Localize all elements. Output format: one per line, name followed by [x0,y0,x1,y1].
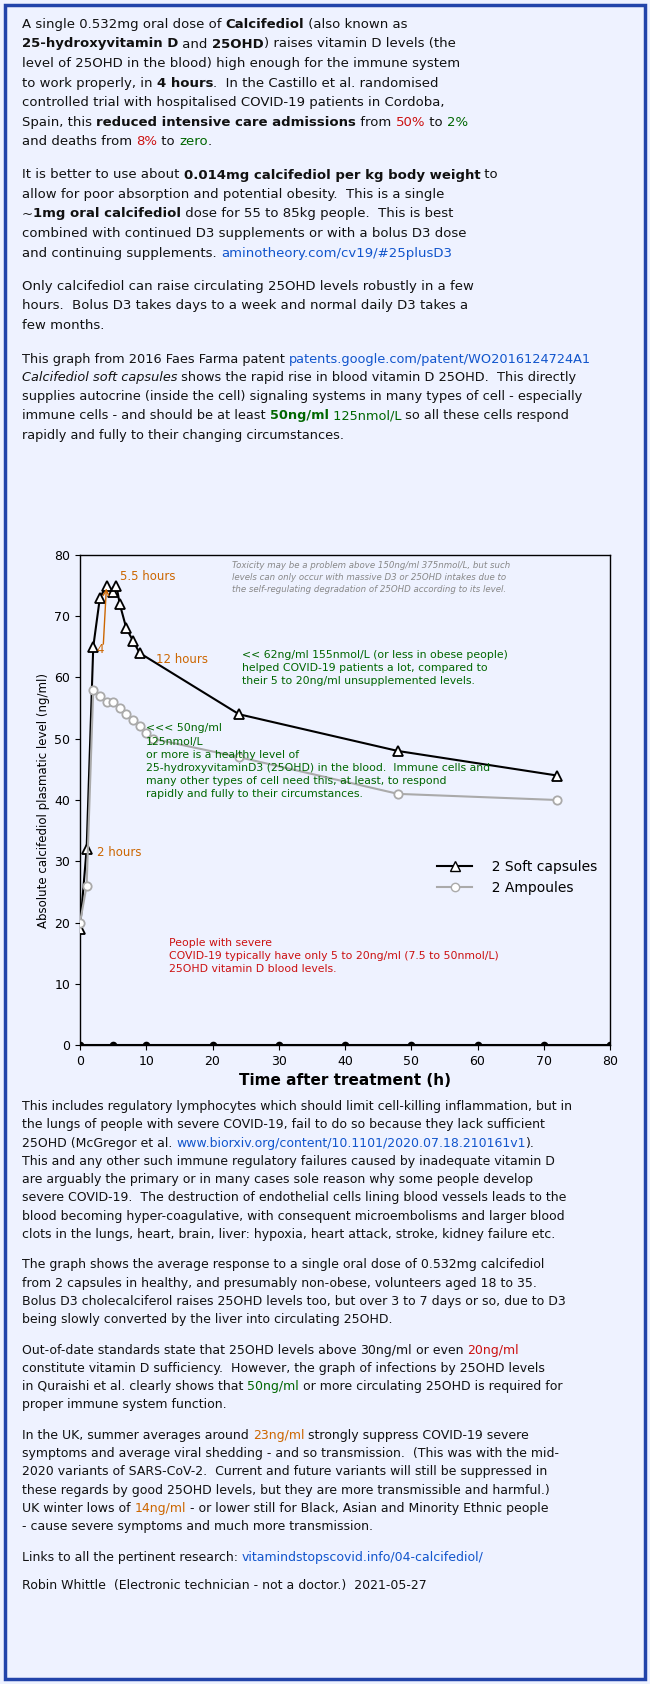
Text: patents.google.com/patent/WO2016124724A1: patents.google.com/patent/WO2016124724A1 [289,352,591,365]
Legend:   2 Soft capsules,   2 Ampoules: 2 Soft capsules, 2 Ampoules [432,855,603,901]
Text: UK winter lows of: UK winter lows of [22,1502,135,1516]
Text: 8%: 8% [136,135,157,148]
Text: reduced intensive care admissions: reduced intensive care admissions [96,116,356,128]
Text: 25-hydroxyvitamin D: 25-hydroxyvitamin D [22,37,178,51]
Text: to: to [157,135,179,148]
Text: Bolus D3 cholecalciferol raises 25OHD levels too, but over 3 to 7 days or so, du: Bolus D3 cholecalciferol raises 25OHD le… [22,1295,566,1308]
Text: It is better to use about: It is better to use about [22,168,183,182]
Text: controlled trial with hospitalised COVID-19 patients in Cordoba,: controlled trial with hospitalised COVID… [22,96,445,109]
Text: to: to [480,168,498,182]
Text: level of 25OHD in the blood) high enough for the immune system: level of 25OHD in the blood) high enough… [22,57,460,71]
Text: 0.014mg calcifediol per kg body weight: 0.014mg calcifediol per kg body weight [183,168,480,182]
Text: few months.: few months. [22,318,105,332]
Text: 50ng/ml: 50ng/ml [270,409,329,423]
Text: 50ng/ml: 50ng/ml [248,1381,299,1393]
Text: 14ng/ml: 14ng/ml [135,1502,186,1516]
Text: symptoms and average viral shedding - and so transmission.  (This was with the m: symptoms and average viral shedding - an… [22,1447,559,1460]
Text: strongly suppress COVID-19 severe: strongly suppress COVID-19 severe [304,1428,529,1442]
Text: 30ng/ml: 30ng/ml [361,1344,412,1357]
Text: in Quraishi et al. clearly shows that: in Quraishi et al. clearly shows that [22,1381,248,1393]
Text: 2%: 2% [447,116,468,128]
Text: and deaths from: and deaths from [22,135,136,148]
Text: and: and [178,37,212,51]
Text: Spain, this: Spain, this [22,116,96,128]
Text: A single 0.532mg oral dose of: A single 0.532mg oral dose of [22,19,226,30]
Text: Calcifediol: Calcifediol [226,19,304,30]
Text: rapidly and fully to their changing circumstances.: rapidly and fully to their changing circ… [22,428,344,441]
Text: In the UK, summer averages around: In the UK, summer averages around [22,1428,253,1442]
Text: 2 hours: 2 hours [97,845,141,859]
Text: Robin Whittle  (Electronic technician - not a doctor.)  2021-05-27: Robin Whittle (Electronic technician - n… [22,1580,427,1591]
Text: 23ng/ml: 23ng/ml [253,1428,304,1442]
Text: 2020 variants of SARS-CoV-2.  Current and future variants will still be suppress: 2020 variants of SARS-CoV-2. Current and… [22,1465,547,1479]
Text: The graph shows the average response to a single oral dose of 0.532mg calcifedio: The graph shows the average response to … [22,1258,545,1271]
Text: aminotheory.com/cv19/#25plusD3: aminotheory.com/cv19/#25plusD3 [221,246,452,259]
Text: This includes regulatory lymphocytes which should limit cell-killing inflammatio: This includes regulatory lymphocytes whi… [22,1100,572,1113]
Text: 25OHD (McGregor et al.: 25OHD (McGregor et al. [22,1137,176,1150]
Text: 4 hours: 4 hours [157,76,213,89]
Text: supplies autocrine (inside the cell) signaling systems in many types of cell - e: supplies autocrine (inside the cell) sig… [22,391,582,404]
Text: 125nmol/L: 125nmol/L [329,409,401,423]
Text: clots in the lungs, heart, brain, liver: hypoxia, heart attack, stroke, kidney f: clots in the lungs, heart, brain, liver:… [22,1228,555,1241]
Text: 4: 4 [97,643,104,657]
Text: dose for 55 to 85kg people.  This is best: dose for 55 to 85kg people. This is best [181,207,454,221]
Text: .: . [208,135,212,148]
Text: constitute vitamin D sufficiency.  However, the graph of infections by 25OHD lev: constitute vitamin D sufficiency. Howeve… [22,1362,545,1374]
Text: << 62ng/ml 155nmol/L (or less in obese people)
helped COVID-19 patients a lot, c: << 62ng/ml 155nmol/L (or less in obese p… [242,650,508,687]
Text: - or lower still for Black, Asian and Minority Ethnic people: - or lower still for Black, Asian and Mi… [186,1502,549,1516]
Text: Links to all the pertinent research:: Links to all the pertinent research: [22,1551,242,1564]
Text: combined with continued D3 supplements or with a bolus D3 dose: combined with continued D3 supplements o… [22,227,467,241]
Text: Calcifediol soft capsules: Calcifediol soft capsules [22,372,177,384]
Text: ).: ). [526,1137,535,1150]
Text: zero: zero [179,135,208,148]
Text: severe COVID-19.  The destruction of endothelial cells lining blood vessels lead: severe COVID-19. The destruction of endo… [22,1192,566,1204]
Text: from: from [356,116,396,128]
Text: so all these cells respond: so all these cells respond [401,409,569,423]
Text: or even: or even [412,1344,467,1357]
Text: shows the rapid rise in blood vitamin D 25OHD.  This directly: shows the rapid rise in blood vitamin D … [177,372,577,384]
Text: are arguably the primary or in many cases sole reason why some people develop: are arguably the primary or in many case… [22,1174,533,1186]
Text: This graph from 2016 Faes Farma patent: This graph from 2016 Faes Farma patent [22,352,289,365]
Text: proper immune system function.: proper immune system function. [22,1398,227,1411]
Text: Out-of-date standards state that 25OHD levels above: Out-of-date standards state that 25OHD l… [22,1344,361,1357]
Text: to work properly, in: to work properly, in [22,76,157,89]
Text: This and any other such immune regulatory failures caused by inadequate vitamin : This and any other such immune regulator… [22,1155,555,1169]
Text: vitamindstopscovid.info/04-calcifediol/: vitamindstopscovid.info/04-calcifediol/ [242,1551,484,1564]
Text: 25OHD: 25OHD [212,37,264,51]
Text: allow for poor absorption and potential obesity.  This is a single: allow for poor absorption and potential … [22,189,445,200]
Text: these regards by good 25OHD levels, but they are more transmissible and harmful.: these regards by good 25OHD levels, but … [22,1484,550,1497]
Text: .  In the Castillo et al. randomised: . In the Castillo et al. randomised [213,76,439,89]
X-axis label: Time after treatment (h): Time after treatment (h) [239,1073,451,1088]
Text: 12 hours: 12 hours [156,653,208,665]
Text: <<< 50ng/ml
125nmol/L
or more is a healthy level of
25-hydroxyvitaminD3 (25OHD) : <<< 50ng/ml 125nmol/L or more is a healt… [146,724,490,800]
Text: (also known as: (also known as [304,19,408,30]
Text: Toxicity may be a problem above 150ng/ml 375nmol/L, but such
levels can only occ: Toxicity may be a problem above 150ng/ml… [233,561,511,594]
Text: 20ng/ml: 20ng/ml [467,1344,519,1357]
Text: 5.5 hours: 5.5 hours [120,569,176,583]
Text: ) raises vitamin D levels (the: ) raises vitamin D levels (the [264,37,456,51]
Text: 50%: 50% [396,116,425,128]
Text: from 2 capsules in healthy, and presumably non-obese, volunteers aged 18 to 35.: from 2 capsules in healthy, and presumab… [22,1276,537,1290]
Text: 1mg oral calcifediol: 1mg oral calcifediol [33,207,181,221]
Text: Only calcifediol can raise circulating 25OHD levels robustly in a few: Only calcifediol can raise circulating 2… [22,280,474,293]
Text: to: to [425,116,447,128]
Text: hours.  Bolus D3 takes days to a week and normal daily D3 takes a: hours. Bolus D3 takes days to a week and… [22,300,468,313]
Text: People with severe
COVID-19 typically have only 5 to 20ng/ml (7.5 to 50nmol/L)
2: People with severe COVID-19 typically ha… [170,938,499,975]
Text: - cause severe symptoms and much more transmission.: - cause severe symptoms and much more tr… [22,1521,373,1534]
Text: immune cells - and should be at least: immune cells - and should be at least [22,409,270,423]
Text: blood becoming hyper-coagulative, with consequent microembolisms and larger bloo: blood becoming hyper-coagulative, with c… [22,1209,565,1223]
Text: or more circulating 25OHD is required for: or more circulating 25OHD is required fo… [299,1381,563,1393]
Y-axis label: Absolute calcifediol plasmatic level (ng/ml): Absolute calcifediol plasmatic level (ng… [37,672,50,928]
Text: www.biorxiv.org/content/10.1101/2020.07.18.210161v1: www.biorxiv.org/content/10.1101/2020.07.… [176,1137,526,1150]
Text: the lungs of people with severe COVID-19, fail to do so because they lack suffic: the lungs of people with severe COVID-19… [22,1118,545,1132]
Text: and continuing supplements.: and continuing supplements. [22,246,221,259]
Text: being slowly converted by the liver into circulating 25OHD.: being slowly converted by the liver into… [22,1314,393,1327]
Text: ~: ~ [22,207,33,221]
